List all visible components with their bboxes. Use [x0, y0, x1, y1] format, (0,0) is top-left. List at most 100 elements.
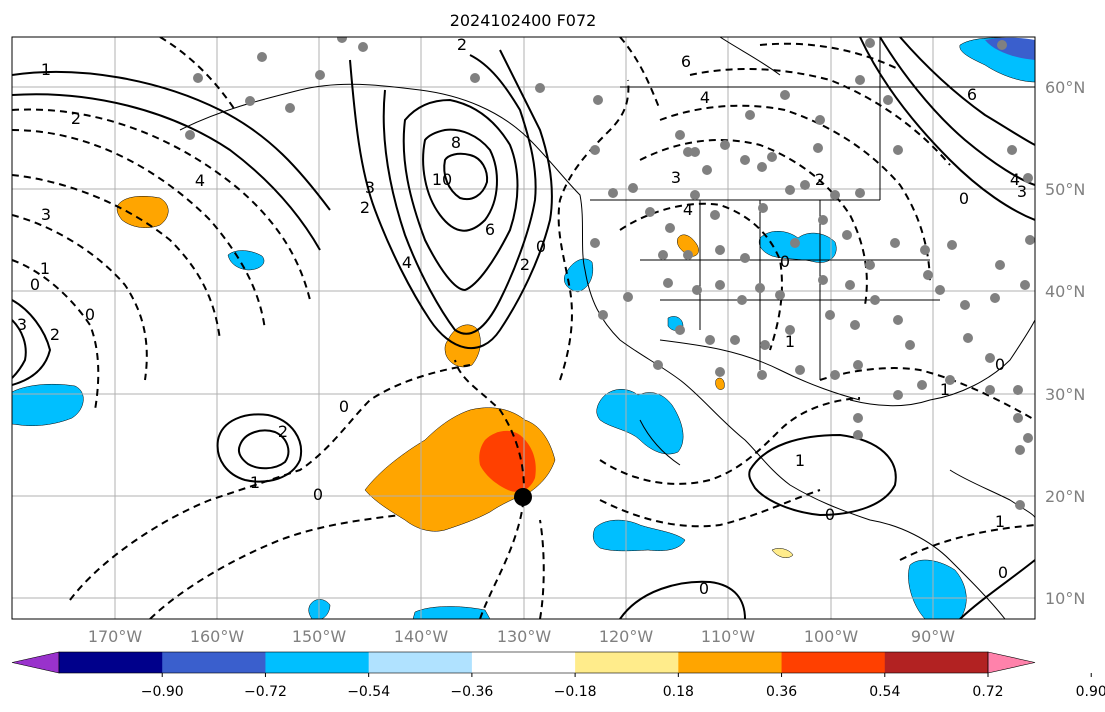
lat-label: 50°N: [1045, 180, 1085, 199]
colorbar-tick-label: −0.18: [554, 684, 597, 700]
lat-label: 60°N: [1045, 78, 1085, 97]
contour-label: 3: [671, 168, 681, 187]
colorbar-segment: [575, 652, 679, 673]
contour-label: 0: [313, 485, 323, 504]
contour-label: 1: [40, 259, 50, 278]
colorbar: −0.90 −0.72 −0.54 −0.36 −0.18 0.18 0.36 0.54 0.7…: [11, 651, 1105, 700]
red-orange-field-pacific: [479, 430, 536, 492]
contour-label: 2: [520, 255, 530, 274]
colorbar-tick-label: 0.90: [1076, 684, 1105, 700]
lon-label: 90°W: [911, 627, 955, 646]
orange-field-utah: [677, 234, 699, 257]
colorbar-segment: [781, 652, 886, 673]
lon-label: 100°W: [804, 627, 859, 646]
colorbar-segment: [471, 652, 576, 673]
lat-label: 40°N: [1045, 282, 1085, 301]
lon-label: 130°W: [497, 627, 552, 646]
colorbar-segment: [884, 652, 989, 673]
stations: [185, 37, 1035, 510]
contour-label: 1: [795, 451, 805, 470]
map-area: 1 2 3 4 0 3 2 1 0 2 1 0 8 10 6 4 3 2 2 0…: [12, 35, 1035, 619]
colorbar-segment: [368, 652, 473, 673]
contour-label: 1: [785, 332, 795, 351]
lon-label: 110°W: [701, 627, 756, 646]
lon-label: 120°W: [599, 627, 654, 646]
contour-label: 4: [1010, 170, 1020, 189]
contour-label: 4: [683, 200, 693, 219]
orange-field-mexico: [715, 377, 725, 390]
contour-label: 8: [451, 133, 461, 152]
center-marker: [514, 488, 532, 506]
colorbar-segment: [678, 652, 783, 673]
coastlines: [179, 37, 1035, 619]
contour-label: 2: [278, 422, 288, 441]
contour-label: 6: [681, 52, 691, 71]
light-blue-field-california: [564, 258, 594, 293]
longitude-labels: 170°W 160°W 150°W 140°W 130°W 120°W 110°…: [88, 627, 955, 646]
contour-label: 3: [41, 205, 51, 224]
contour-label: 0: [995, 355, 1005, 374]
contour-label: 2: [815, 170, 825, 189]
yellow-field-southeast: [771, 548, 794, 558]
contour-label: 0: [699, 579, 709, 598]
contour-label: 0: [339, 397, 349, 416]
contour-label: 0: [780, 252, 790, 271]
colorbar-extend-max: [987, 651, 1036, 674]
contours-dashed: [12, 37, 1035, 619]
colorbar-ticks: −0.90 −0.72 −0.54 −0.36 −0.18 0.18 0.36 0.54 0.7…: [141, 673, 1105, 700]
colorbar-extend-min: [11, 651, 60, 674]
lon-label: 140°W: [394, 627, 449, 646]
figure-title: 2024102400 F072: [450, 11, 597, 30]
contour-label: 0: [959, 189, 969, 208]
colorbar-tick-label: −0.90: [141, 684, 184, 700]
contour-label: 6: [485, 220, 495, 239]
contour-label: 2: [71, 109, 81, 128]
colorbar-frame: [58, 651, 989, 674]
latitude-labels: 60°N 50°N 40°N 30°N 20°N 10°N: [1045, 78, 1085, 608]
contour-label: 2: [360, 198, 370, 217]
contour-label: 2: [50, 325, 60, 344]
contour-label: 0: [825, 505, 835, 524]
lat-label: 30°N: [1045, 385, 1085, 404]
contour-label: 4: [195, 171, 205, 190]
light-blue-field-south-pacific: [592, 519, 686, 552]
contour-label: 0: [85, 305, 95, 324]
contour-labels: 1 2 3 4 0 3 2 1 0 2 1 0 8 10 6 4 3 2 2 0…: [17, 35, 1027, 598]
contour-label: 3: [365, 178, 375, 197]
contour-label: 10: [432, 170, 452, 189]
light-blue-field-bottom: [412, 606, 491, 619]
lon-label: 150°W: [292, 627, 347, 646]
colorbar-segment: [162, 652, 266, 673]
contour-label: 4: [402, 253, 412, 272]
colorbar-segment: [59, 652, 163, 673]
contour-label: 2: [457, 35, 467, 54]
colorbar-tick-label: 0.36: [766, 684, 797, 700]
colorbar-tick-label: 0.54: [869, 684, 900, 700]
light-blue-field-west-pacific: [12, 383, 84, 426]
colorbar-segments: [11, 651, 1036, 674]
contour-label: 1: [41, 60, 51, 79]
colorbar-tick-label: −0.36: [450, 684, 493, 700]
colorbar-tick-label: −0.54: [347, 684, 390, 700]
contour-label: 0: [536, 237, 546, 256]
contour-label: 1: [995, 512, 1005, 531]
orange-field-northwest: [116, 196, 169, 228]
contour-label: 6: [967, 85, 977, 104]
lat-label: 20°N: [1045, 487, 1085, 506]
colorbar-tick-label: 0.72: [972, 684, 1003, 700]
lon-label: 170°W: [88, 627, 143, 646]
contour-label: 0: [30, 275, 40, 294]
colorbar-tick-label: −0.72: [244, 684, 287, 700]
contour-label: 3: [17, 315, 27, 334]
map-frame: [11, 36, 1036, 620]
colorbar-tick-label: 0.18: [663, 684, 694, 700]
contour-label: 3: [1017, 182, 1027, 201]
contours: [12, 37, 1035, 619]
light-blue-field-baja: [596, 389, 684, 455]
contour-label: 1: [250, 473, 260, 492]
colorbar-segment: [265, 652, 370, 673]
lat-label: 10°N: [1045, 589, 1085, 608]
contour-label: 1: [940, 380, 950, 399]
contour-label: 4: [700, 88, 710, 107]
